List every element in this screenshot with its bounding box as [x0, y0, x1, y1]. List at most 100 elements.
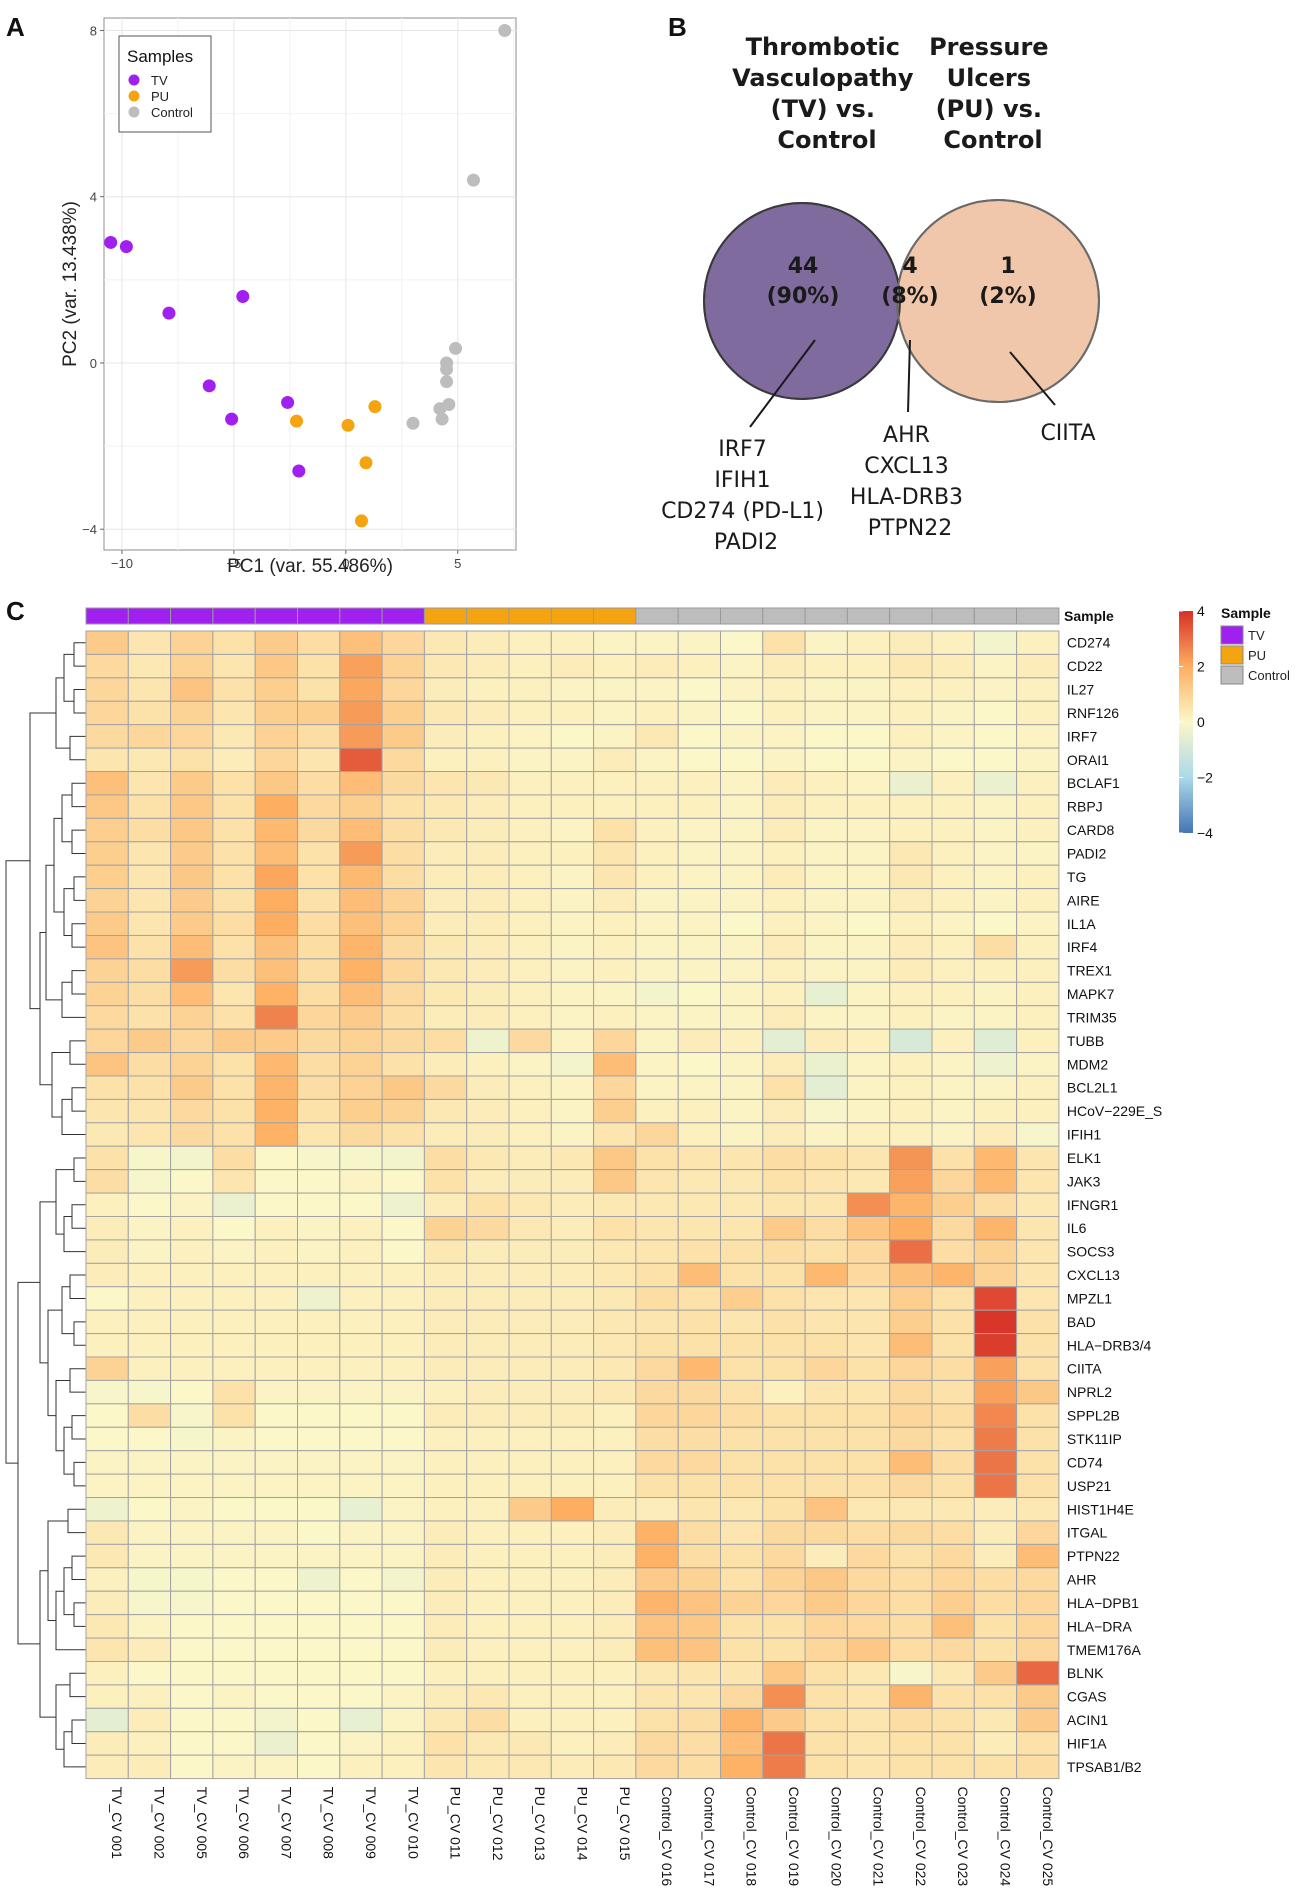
heatmap-cell	[720, 1356, 764, 1381]
heatmap-cell	[466, 724, 510, 749]
heatmap-cell	[593, 1262, 637, 1288]
heatmap-cell	[804, 1028, 848, 1054]
dendrogram-branch	[61, 794, 72, 843]
heatmap-row-label: RBPJ	[1067, 799, 1103, 815]
heatmap-cell	[212, 981, 256, 1007]
heatmap-cell	[889, 958, 933, 983]
heatmap-cell	[466, 677, 510, 702]
heatmap-cell	[297, 1192, 341, 1217]
venn-count-overlap: 4	[902, 254, 917, 279]
heatmap-cell	[254, 864, 298, 890]
heatmap-cell	[297, 1169, 341, 1194]
heatmap-cell	[423, 841, 468, 866]
heatmap-cell	[297, 700, 341, 726]
heatmap-cell	[381, 1028, 425, 1054]
heatmap-cell	[1016, 1684, 1060, 1709]
annotation-cell-tv	[170, 607, 214, 625]
heatmap-cell	[720, 1005, 764, 1030]
heatmap-cell	[466, 1333, 510, 1358]
heatmap-cell	[846, 747, 891, 773]
heatmap-cell	[593, 700, 637, 726]
heatmap-cell	[804, 1520, 848, 1545]
heatmap-cell	[381, 1262, 425, 1288]
heatmap-cell	[973, 1309, 1018, 1335]
heatmap-cell	[720, 1754, 764, 1780]
heatmap-cell	[1016, 1028, 1060, 1054]
annotation-cell-pu	[593, 607, 637, 625]
heatmap-cell	[677, 1379, 722, 1405]
heatmap-cell	[550, 817, 595, 843]
heatmap-cell	[677, 1520, 722, 1545]
heatmap-cell	[254, 817, 298, 843]
dendrogram-branch	[63, 653, 74, 702]
heatmap-cell	[212, 1497, 256, 1522]
heatmap-cell	[846, 1754, 891, 1780]
heatmap-row-label: IL1A	[1067, 916, 1096, 932]
heatmap-cell	[127, 1567, 172, 1592]
heatmap-cell	[339, 841, 383, 866]
heatmap-cell	[381, 653, 425, 679]
heatmap-cell	[889, 1403, 933, 1428]
heatmap-cell	[1016, 1614, 1060, 1639]
heatmap-cell	[804, 1450, 848, 1475]
heatmap-cell	[466, 1052, 510, 1077]
heatmap-cell	[550, 724, 595, 749]
heatmap-cell	[339, 1450, 383, 1475]
heatmap-cell	[508, 1754, 552, 1780]
heatmap-cell	[550, 1450, 595, 1475]
heatmap-cell	[889, 1614, 933, 1639]
heatmap-cell	[339, 1262, 383, 1288]
dendrogram-branch	[61, 1286, 74, 1335]
heatmap-cell	[254, 1262, 298, 1288]
heatmap-cell	[381, 1637, 425, 1662]
heatmap-cell	[677, 1590, 722, 1616]
heatmap-cell	[170, 1754, 214, 1780]
heatmap-cell	[381, 1473, 425, 1499]
heatmap-cell	[973, 1262, 1018, 1288]
heatmap-cell	[550, 1520, 595, 1545]
pca-x-tick-label: −5	[226, 556, 241, 571]
heatmap-cell	[593, 1216, 637, 1241]
heatmap-cell	[339, 934, 383, 960]
heatmap-cell	[846, 1684, 891, 1709]
heatmap-cell	[720, 1333, 764, 1358]
heatmap-cell	[85, 1239, 129, 1264]
heatmap-cell	[466, 1098, 510, 1124]
heatmap-cell	[508, 1356, 552, 1381]
heatmap-cell	[846, 1731, 891, 1756]
heatmap-cell	[677, 1684, 722, 1709]
heatmap-cell	[550, 1473, 595, 1499]
heatmap-column-label: PU_CV 013	[532, 1787, 548, 1861]
heatmap-cell	[170, 841, 214, 866]
heatmap-cell	[889, 653, 933, 679]
heatmap-cell	[635, 677, 679, 702]
heatmap-cell	[720, 1497, 764, 1522]
heatmap-cell	[973, 1684, 1018, 1709]
heatmap-cell	[720, 888, 764, 913]
heatmap-cell	[170, 1145, 214, 1171]
heatmap-cell	[381, 841, 425, 866]
heatmap-cell	[381, 817, 425, 843]
heatmap-cell	[85, 958, 129, 983]
dendrogram-branch	[73, 689, 86, 714]
heatmap-cell	[762, 677, 806, 702]
heatmap-cell	[973, 958, 1018, 983]
heatmap-cell	[1016, 771, 1060, 796]
heatmap-cell	[127, 958, 172, 983]
heatmap-cell	[1016, 1707, 1060, 1733]
heatmap-cell	[212, 1075, 256, 1100]
heatmap-cell	[466, 700, 510, 726]
heatmap-cell	[254, 1286, 298, 1311]
heatmap-cell	[212, 958, 256, 983]
heatmap-cell	[254, 1216, 298, 1241]
heatmap-cell	[423, 1379, 468, 1405]
sample-legend: Sample TV PU Control	[1220, 605, 1290, 685]
heatmap-cell	[1016, 700, 1060, 726]
dendrogram-branch	[71, 782, 86, 808]
heatmap-cell	[1016, 864, 1060, 890]
heatmap-cell	[973, 771, 1018, 796]
heatmap-cell	[212, 1005, 256, 1030]
heatmap-cell	[466, 1122, 510, 1147]
heatmap-cell	[762, 841, 806, 866]
heatmap-cell	[1016, 934, 1060, 960]
